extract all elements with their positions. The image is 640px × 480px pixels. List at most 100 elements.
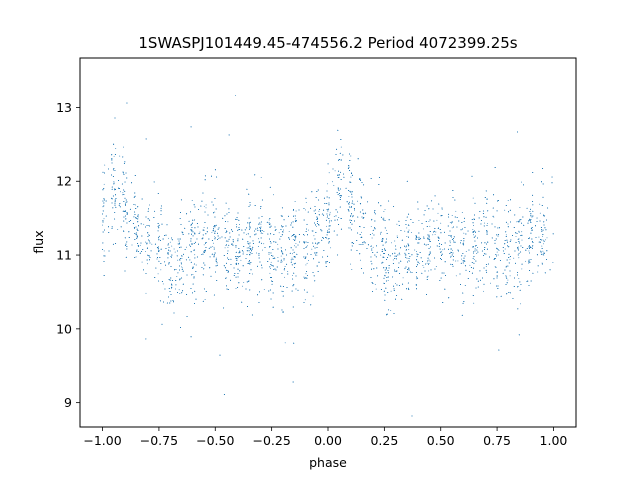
data-point — [102, 224, 104, 226]
data-point — [305, 209, 306, 211]
data-point — [370, 225, 372, 227]
data-point — [117, 229, 119, 231]
data-point — [306, 245, 308, 247]
data-point — [103, 183, 105, 185]
data-point — [305, 201, 307, 203]
data-point — [181, 263, 182, 265]
data-point — [476, 253, 478, 254]
data-point — [327, 183, 329, 185]
data-point — [280, 255, 282, 257]
data-point — [277, 257, 279, 258]
data-point — [295, 236, 297, 238]
data-point — [328, 222, 330, 224]
data-point — [507, 200, 509, 201]
data-point — [214, 211, 216, 213]
data-point — [391, 242, 392, 244]
data-point — [131, 244, 133, 246]
data-point — [327, 238, 329, 240]
data-point — [497, 254, 499, 256]
data-point — [392, 259, 394, 261]
data-points — [102, 94, 554, 417]
data-point — [423, 266, 425, 268]
data-point — [278, 232, 280, 234]
data-point — [542, 253, 544, 255]
data-point — [169, 241, 171, 243]
data-point — [235, 288, 237, 290]
data-point — [469, 264, 471, 266]
data-point — [406, 227, 408, 229]
data-point — [541, 262, 543, 264]
data-point — [329, 214, 331, 216]
data-point — [303, 276, 305, 278]
data-point — [428, 270, 430, 272]
data-point — [371, 237, 373, 239]
data-point — [347, 227, 349, 229]
data-point — [239, 224, 240, 225]
data-point — [281, 261, 283, 263]
data-point — [493, 216, 495, 218]
data-point — [151, 243, 153, 245]
data-point — [390, 309, 392, 311]
data-point — [506, 265, 507, 267]
data-point — [291, 257, 293, 259]
data-point — [350, 176, 352, 178]
data-point — [147, 263, 149, 265]
data-point — [529, 237, 530, 239]
data-point — [312, 295, 314, 297]
data-point — [313, 235, 315, 237]
data-point — [429, 225, 431, 227]
data-point — [256, 252, 258, 254]
data-point — [157, 273, 159, 275]
data-point — [122, 194, 124, 196]
data-point — [215, 257, 217, 259]
data-point — [432, 234, 434, 236]
data-point — [177, 259, 179, 261]
data-point — [316, 225, 317, 227]
data-point — [435, 231, 437, 233]
data-point — [334, 170, 336, 172]
data-point — [291, 274, 293, 276]
data-point — [149, 204, 150, 206]
data-point — [429, 260, 431, 262]
data-point — [375, 288, 377, 290]
data-point — [519, 219, 521, 221]
data-point — [203, 244, 205, 246]
data-point — [103, 250, 105, 252]
data-point — [308, 260, 309, 262]
data-point — [122, 192, 124, 194]
data-point — [328, 172, 330, 174]
data-point — [262, 233, 264, 235]
data-point — [513, 257, 515, 259]
data-point — [538, 236, 540, 238]
data-point — [452, 249, 453, 251]
data-point — [138, 216, 139, 218]
data-point — [473, 225, 474, 226]
data-point — [148, 255, 150, 257]
data-point — [472, 229, 474, 231]
data-point — [418, 220, 420, 222]
data-point — [422, 228, 424, 230]
data-point — [455, 260, 457, 262]
data-point — [410, 232, 412, 234]
data-point — [257, 246, 259, 247]
data-point — [542, 243, 544, 245]
data-point — [113, 183, 115, 185]
data-point — [455, 275, 457, 277]
data-point — [518, 231, 520, 233]
data-point — [394, 240, 396, 242]
data-point — [465, 251, 467, 253]
data-point — [539, 212, 541, 214]
data-point — [145, 250, 146, 252]
data-point — [473, 234, 474, 236]
data-point — [387, 280, 389, 282]
data-point — [483, 290, 485, 292]
data-point — [402, 277, 404, 279]
data-point — [477, 247, 479, 248]
data-point — [546, 237, 548, 239]
data-point — [404, 230, 406, 232]
data-point — [225, 202, 227, 204]
data-point — [507, 223, 509, 225]
data-point — [357, 200, 359, 202]
data-point — [505, 234, 507, 236]
